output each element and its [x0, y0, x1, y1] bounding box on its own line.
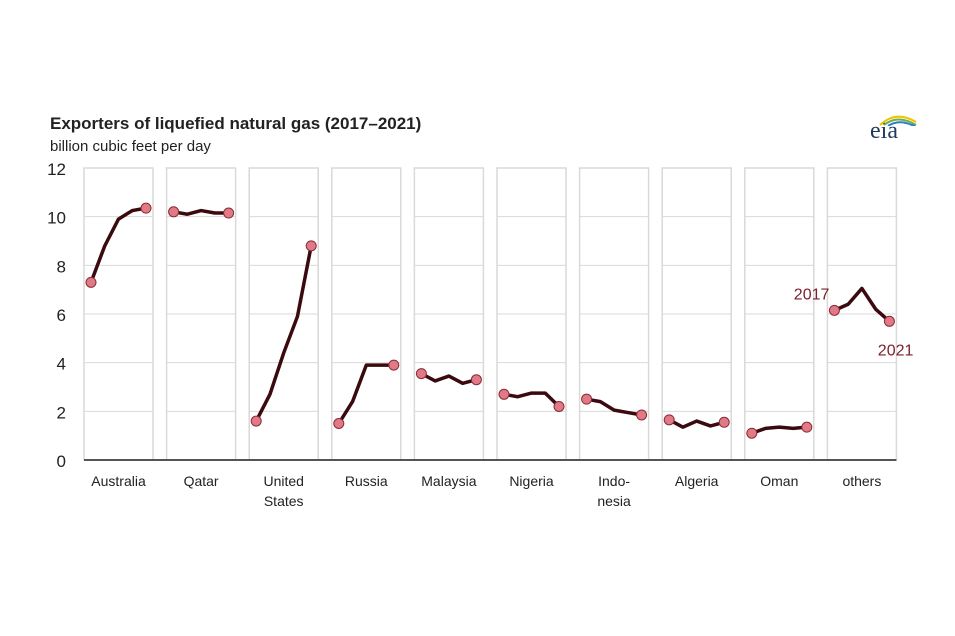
x-category-label: Russia	[345, 473, 388, 489]
y-tick-label: 0	[57, 452, 66, 471]
y-tick-label: 6	[57, 306, 66, 325]
annotation-2021: 2021	[878, 342, 914, 359]
y-tick-label: 2	[57, 403, 66, 422]
series-line-indonesia	[586, 397, 642, 417]
x-category-label: Algeria	[675, 473, 719, 489]
data-point	[718, 416, 730, 428]
x-category-label: Australia	[91, 473, 146, 489]
series-line-malaysia	[420, 372, 477, 386]
data-point	[801, 421, 813, 433]
series-line-russia	[337, 363, 394, 425]
x-category-label: Indo-	[598, 473, 630, 489]
x-category-label: others	[842, 473, 881, 489]
data-point	[250, 415, 262, 427]
x-category-label: Nigeria	[509, 473, 554, 489]
x-category-label: Oman	[760, 473, 798, 489]
y-axis-label: billion cubic feet per day	[50, 138, 211, 155]
eia-logo: eia	[870, 115, 917, 145]
y-tick-label: 12	[47, 160, 66, 179]
data-point	[140, 202, 152, 214]
series-line-oman	[751, 425, 807, 435]
x-category-label: Qatar	[184, 473, 219, 489]
x-category-label: States	[264, 493, 304, 509]
data-point	[883, 315, 895, 327]
data-point	[828, 304, 840, 316]
data-point	[168, 206, 180, 218]
series-line-qatar	[173, 208, 229, 216]
data-point	[388, 359, 400, 371]
annotation-2017: 2017	[794, 286, 830, 303]
y-tick-label: 4	[57, 355, 66, 374]
data-point	[333, 418, 345, 429]
x-category-label: nesia	[597, 493, 631, 509]
data-point	[498, 388, 510, 400]
data-point	[470, 374, 482, 386]
series-line-australia	[89, 206, 147, 283]
series-line-united-states	[254, 245, 313, 422]
data-point	[663, 414, 675, 426]
data-point	[85, 276, 97, 288]
series-line-nigeria	[503, 391, 561, 408]
data-point	[223, 207, 235, 219]
data-point	[746, 427, 758, 439]
data-point	[636, 409, 648, 421]
logo-arcs-icon	[879, 115, 917, 126]
y-tick-label: 8	[57, 257, 66, 276]
chart-title: Exporters of liquefied natural gas (2017…	[50, 114, 422, 133]
data-point	[553, 400, 565, 412]
y-tick-label: 10	[47, 209, 66, 228]
data-point	[415, 368, 427, 380]
series-line-others	[833, 286, 891, 323]
x-category-label: United	[263, 473, 303, 489]
x-category-label: Malaysia	[421, 473, 476, 489]
data-point	[305, 240, 317, 252]
data-point	[581, 393, 593, 405]
series-line-algeria	[668, 418, 725, 429]
